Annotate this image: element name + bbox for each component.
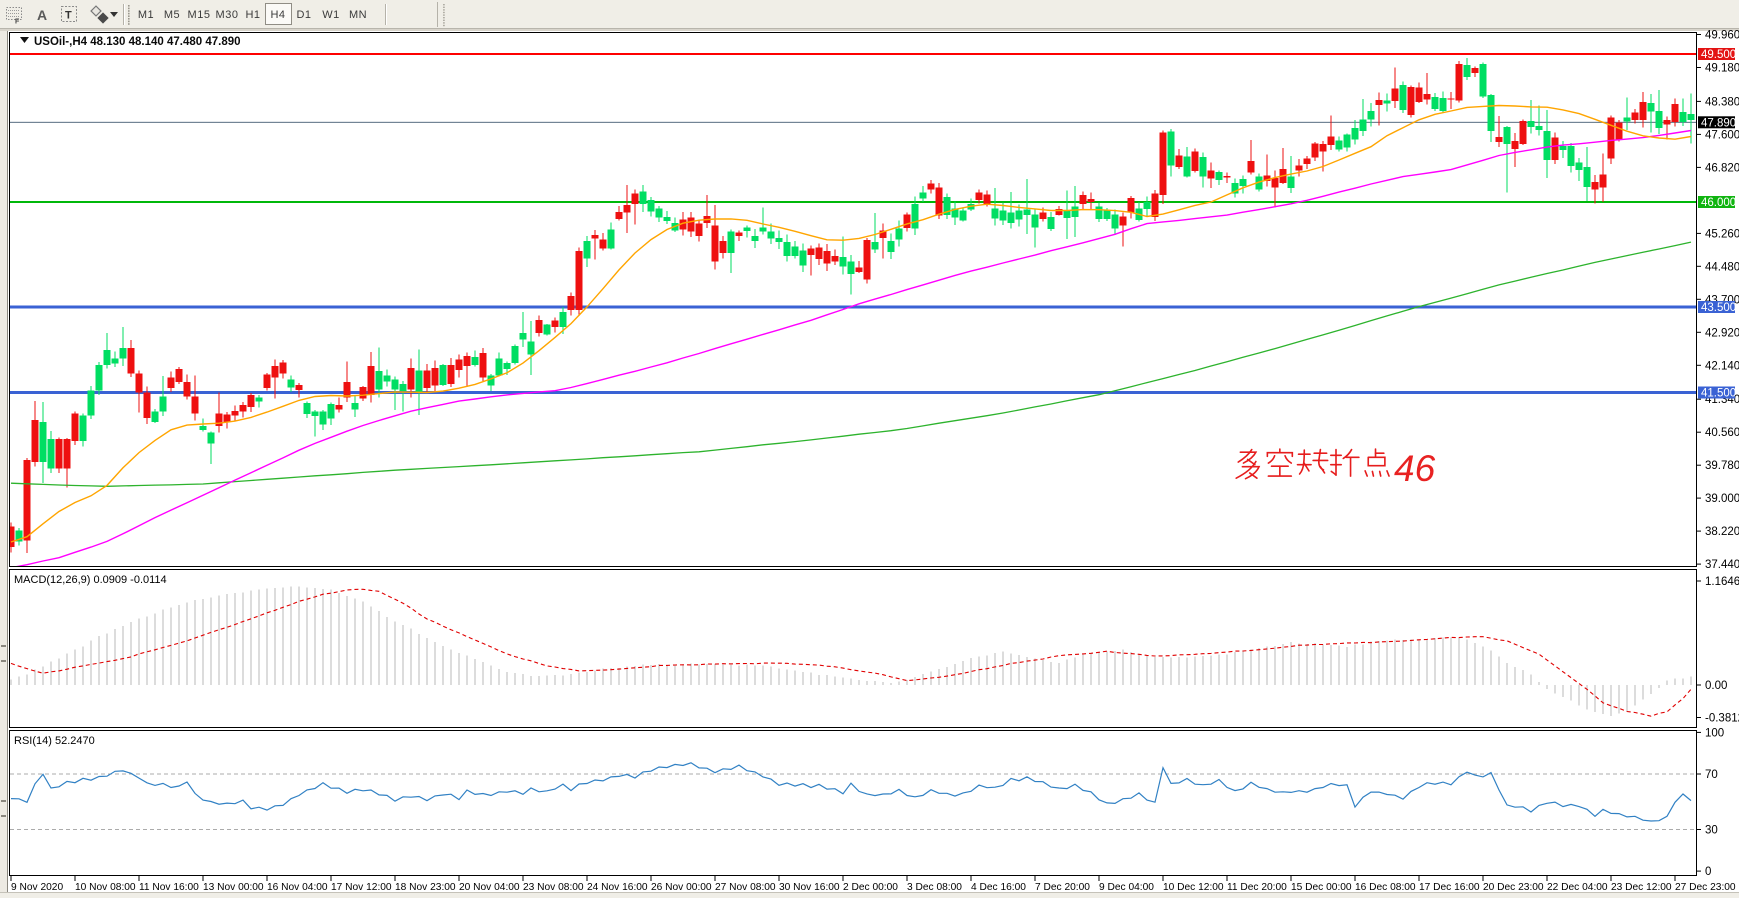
svg-text:23 Dec 12:00: 23 Dec 12:00 bbox=[1611, 882, 1672, 893]
svg-text:39.780: 39.780 bbox=[1705, 460, 1739, 472]
svg-text:16 Dec 08:00: 16 Dec 08:00 bbox=[1355, 882, 1416, 893]
svg-text:30: 30 bbox=[1705, 825, 1718, 837]
svg-text:38.220: 38.220 bbox=[1705, 526, 1739, 538]
svg-text:M30: M30 bbox=[216, 9, 239, 21]
svg-text:2 Dec 00:00: 2 Dec 00:00 bbox=[843, 882, 898, 893]
svg-text:43.500: 43.500 bbox=[1701, 302, 1736, 314]
svg-text:18 Nov 23:00: 18 Nov 23:00 bbox=[395, 882, 456, 893]
svg-text:W1: W1 bbox=[322, 9, 340, 21]
svg-text:10 Nov 08:00: 10 Nov 08:00 bbox=[75, 882, 136, 893]
svg-text:42.140: 42.140 bbox=[1705, 360, 1739, 372]
svg-text:-0.3812: -0.3812 bbox=[1705, 713, 1739, 725]
svg-text:24 Nov 16:00: 24 Nov 16:00 bbox=[587, 882, 648, 893]
svg-text:9 Nov 2020: 9 Nov 2020 bbox=[11, 882, 63, 893]
svg-text:27 Dec 23:00: 27 Dec 23:00 bbox=[1675, 882, 1736, 893]
svg-text:46: 46 bbox=[1394, 448, 1436, 489]
svg-text:49.960: 49.960 bbox=[1705, 30, 1739, 42]
svg-text:41.500: 41.500 bbox=[1701, 388, 1736, 400]
svg-text:0: 0 bbox=[1705, 866, 1711, 878]
svg-text:1.1646: 1.1646 bbox=[1705, 576, 1739, 588]
svg-text:H4: H4 bbox=[270, 9, 285, 21]
svg-text:9 Dec 04:00: 9 Dec 04:00 bbox=[1099, 882, 1154, 893]
svg-text:49.500: 49.500 bbox=[1701, 49, 1736, 61]
svg-text:D1: D1 bbox=[296, 9, 311, 21]
svg-text:USOil-,H4 48.130 48.140 47.48: USOil-,H4 48.130 48.140 47.480 47.890 bbox=[34, 36, 241, 48]
svg-text:17 Dec 16:00: 17 Dec 16:00 bbox=[1419, 882, 1480, 893]
svg-text:A: A bbox=[37, 7, 47, 23]
svg-text:7 Dec 20:00: 7 Dec 20:00 bbox=[1035, 882, 1090, 893]
svg-text:T: T bbox=[65, 10, 72, 22]
svg-text:39.000: 39.000 bbox=[1705, 493, 1739, 505]
svg-text:11 Nov 16:00: 11 Nov 16:00 bbox=[139, 882, 199, 893]
svg-text:42.920: 42.920 bbox=[1705, 327, 1739, 339]
svg-text:M5: M5 bbox=[164, 9, 180, 21]
svg-text:M15: M15 bbox=[188, 9, 211, 21]
svg-text:0.00: 0.00 bbox=[1705, 680, 1727, 692]
svg-text:46.820: 46.820 bbox=[1705, 162, 1739, 174]
svg-text:49.180: 49.180 bbox=[1705, 63, 1739, 75]
svg-text:22 Dec 04:00: 22 Dec 04:00 bbox=[1547, 882, 1608, 893]
svg-text:40.560: 40.560 bbox=[1705, 427, 1739, 439]
svg-text:20 Nov 04:00: 20 Nov 04:00 bbox=[459, 882, 520, 893]
svg-text:F: F bbox=[15, 19, 20, 26]
svg-text:30 Nov 16:00: 30 Nov 16:00 bbox=[779, 882, 840, 893]
svg-text:46.000: 46.000 bbox=[1701, 197, 1736, 209]
svg-text:44.480: 44.480 bbox=[1705, 261, 1739, 273]
svg-text:100: 100 bbox=[1705, 727, 1724, 739]
svg-text:48.380: 48.380 bbox=[1705, 96, 1739, 108]
svg-text:16 Nov 04:00: 16 Nov 04:00 bbox=[267, 882, 328, 893]
svg-text:H1: H1 bbox=[245, 9, 260, 21]
svg-text:10 Dec 12:00: 10 Dec 12:00 bbox=[1163, 882, 1224, 893]
svg-text:47.600: 47.600 bbox=[1705, 129, 1739, 141]
svg-text:3 Dec 08:00: 3 Dec 08:00 bbox=[907, 882, 962, 893]
svg-text:MACD(12,26,9) 0.0909 -0.0114: MACD(12,26,9) 0.0909 -0.0114 bbox=[14, 574, 167, 586]
svg-text:70: 70 bbox=[1705, 769, 1718, 781]
svg-text:17 Nov 12:00: 17 Nov 12:00 bbox=[331, 882, 392, 893]
svg-text:4 Dec 16:00: 4 Dec 16:00 bbox=[971, 882, 1026, 893]
svg-text:45.260: 45.260 bbox=[1705, 228, 1739, 240]
svg-text:15 Dec 00:00: 15 Dec 00:00 bbox=[1291, 882, 1352, 893]
svg-text:23 Nov 08:00: 23 Nov 08:00 bbox=[523, 882, 584, 893]
svg-text:26 Nov 00:00: 26 Nov 00:00 bbox=[651, 882, 712, 893]
svg-text:RSI(14) 52.2470: RSI(14) 52.2470 bbox=[14, 735, 95, 747]
svg-text:20 Dec 23:00: 20 Dec 23:00 bbox=[1483, 882, 1544, 893]
svg-text:MN: MN bbox=[349, 9, 367, 21]
svg-text:13 Nov 00:00: 13 Nov 00:00 bbox=[203, 882, 264, 893]
svg-text:27 Nov 08:00: 27 Nov 08:00 bbox=[715, 882, 776, 893]
svg-text:M1: M1 bbox=[138, 9, 154, 21]
svg-text:47.890: 47.890 bbox=[1701, 117, 1736, 129]
svg-text:37.440: 37.440 bbox=[1705, 559, 1739, 571]
svg-text:11 Dec 20:00: 11 Dec 20:00 bbox=[1227, 882, 1287, 893]
